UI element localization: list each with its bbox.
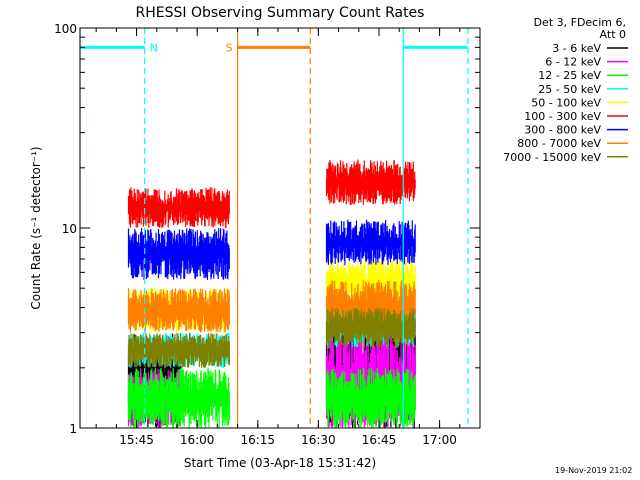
- chart-title: RHESSI Observing Summary Count Rates: [136, 5, 425, 21]
- flag-1-label: S: [226, 41, 233, 54]
- series-6-segment-1: [325, 219, 416, 266]
- x-axis-label: Start Time (03-Apr-18 15:31:42): [184, 456, 376, 470]
- series-2-segment-1: [325, 367, 416, 428]
- x-tick-label-5: 17:00: [422, 433, 457, 447]
- series-6-segment-0: [127, 228, 230, 280]
- flag-0-label: N: [150, 41, 158, 54]
- series-8-segment-0: [127, 332, 230, 368]
- legend-label-7: 800 - 7000 keV: [517, 137, 601, 150]
- legend-label-8: 7000 - 15000 keV: [503, 151, 601, 164]
- legend-label-5: 100 - 300 keV: [524, 110, 601, 123]
- y-tick-label-0: 1: [69, 422, 77, 436]
- legend-label-6: 300 - 800 keV: [524, 124, 601, 137]
- y-axis-label: Count Rate (s⁻¹ detector⁻¹): [29, 146, 43, 309]
- series-2-segment-0: [127, 367, 230, 428]
- legend-label-0: 3 - 6 keV: [552, 42, 601, 55]
- x-tick-label-3: 16:30: [301, 433, 336, 447]
- series-layer: [127, 159, 416, 428]
- x-tick-label-1: 16:00: [180, 433, 215, 447]
- y-tick-label-1: 10: [62, 222, 77, 236]
- series-5-segment-1: [325, 159, 416, 205]
- series-5-segment-0: [127, 187, 230, 228]
- series-8: [127, 307, 416, 368]
- legend-label-2: 12 - 25 keV: [538, 69, 601, 82]
- footer-timestamp: 19-Nov-2019 21:02: [555, 466, 633, 475]
- x-tick-label-4: 16:45: [362, 433, 397, 447]
- axis-layer: 15:45 16:00 16:15 16:30 16:45 17:00 1 10 100: [54, 22, 480, 447]
- y-tick-label-2: 100: [54, 22, 77, 36]
- legend-label-4: 50 - 100 keV: [531, 96, 601, 109]
- series-5: [127, 159, 416, 228]
- legend-header-line-2: Att 0: [600, 28, 626, 41]
- flag-1: S: [226, 28, 311, 428]
- legend-label-1: 6 - 12 keV: [545, 56, 601, 69]
- series-8-segment-1: [325, 307, 416, 349]
- legend-header-line-1: Det 3, FDecim 6,: [534, 16, 626, 29]
- x-tick-label-0: 15:45: [119, 433, 154, 447]
- x-tick-label-2: 16:15: [240, 433, 275, 447]
- series-2: [127, 367, 416, 428]
- legend-label-3: 25 - 50 keV: [538, 83, 601, 96]
- series-6: [127, 219, 416, 280]
- series-7-segment-0: [127, 288, 230, 333]
- series-7: [127, 280, 416, 333]
